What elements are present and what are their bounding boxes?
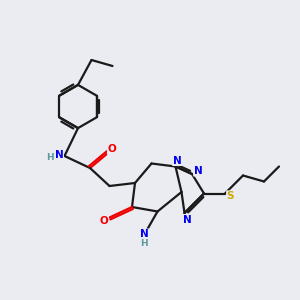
- Text: H: H: [46, 153, 53, 162]
- Text: O: O: [100, 215, 109, 226]
- Text: N: N: [183, 214, 192, 225]
- Text: N: N: [172, 155, 182, 166]
- Text: N: N: [194, 166, 202, 176]
- Text: N: N: [55, 149, 64, 160]
- Text: H: H: [140, 239, 148, 248]
- Text: O: O: [107, 144, 116, 154]
- Text: S: S: [227, 191, 234, 201]
- Text: N: N: [140, 229, 148, 239]
